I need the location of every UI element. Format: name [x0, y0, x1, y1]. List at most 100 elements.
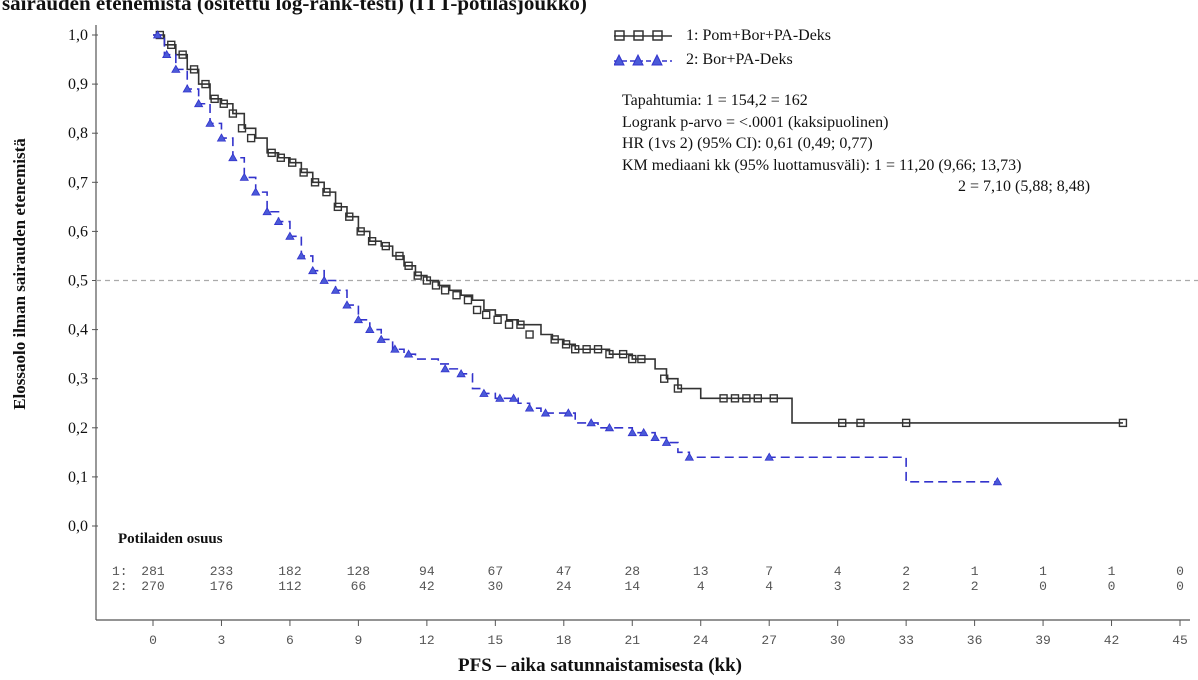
- stats-km-median-2: 2 = 7,10 (5,88; 8,48): [958, 178, 1091, 195]
- stats-km-median-1: KM mediaani kk (95% luottamusväli): 1 = …: [622, 156, 1022, 174]
- y-tick-label: 0,2: [68, 420, 88, 437]
- series-2-marker: [228, 152, 238, 162]
- risk-row-1-value: 67: [488, 564, 504, 579]
- risk-row-1-value: 1: [971, 564, 979, 579]
- series-1-marker: [742, 394, 751, 403]
- series-1-marker: [404, 261, 413, 270]
- risk-row-1-value: 233: [210, 564, 233, 579]
- series-1-marker: [493, 315, 502, 324]
- x-tick-label: 27: [761, 633, 777, 648]
- stats-hr: HR (1vs 2) (95% CI): 0,61 (0,49; 0,77): [622, 135, 873, 152]
- risk-row-1-value: 4: [834, 564, 842, 579]
- series-1-marker: [422, 276, 432, 285]
- y-tick-label: 0,6: [68, 223, 88, 240]
- series-1-marker: [618, 349, 628, 359]
- series-1-line: [153, 34, 1123, 424]
- series-1-marker: [673, 384, 683, 393]
- risk-row-2-value: 0: [1176, 579, 1184, 594]
- series-1-marker: [201, 79, 210, 89]
- series-2-marker: [684, 452, 695, 461]
- series-2-marker: [376, 334, 386, 343]
- x-axis-label: PFS – aika satunnaistamisesta (kk): [458, 655, 742, 676]
- series-1-marker: [356, 227, 365, 236]
- risk-row-2-value: 42: [419, 579, 435, 594]
- series-1-marker: [637, 354, 646, 364]
- series-1-marker: [561, 340, 571, 349]
- series-2-marker: [661, 437, 672, 446]
- series-2-line: [153, 34, 998, 483]
- risk-row-2-value: 24: [556, 579, 572, 594]
- y-tick-label: 0,8: [68, 125, 88, 142]
- series-2-marker: [992, 477, 1003, 486]
- x-tick-label: 36: [967, 633, 983, 648]
- x-tick-label: 15: [488, 633, 504, 648]
- risk-row-1-prefix: 1:: [112, 564, 128, 579]
- risk-row-1-value: 13: [693, 564, 709, 579]
- series-1-marker: [189, 65, 199, 74]
- risk-row-2-value: 0: [1108, 579, 1116, 594]
- series-2-marker: [262, 206, 272, 216]
- risk-row-1-value: 7: [765, 564, 773, 579]
- series-2-marker: [604, 422, 615, 432]
- series-1-marker: [472, 305, 482, 315]
- series-2-marker: [563, 408, 574, 417]
- series-1-marker: [593, 345, 603, 354]
- series-2-marker: [440, 364, 450, 373]
- legend-label-2: 2: Bor+PA-Deks: [686, 51, 793, 68]
- y-tick-label: 0,5: [68, 273, 88, 290]
- series-1-marker: [310, 178, 320, 187]
- series-2-marker: [193, 98, 204, 108]
- series-2-marker: [627, 427, 637, 437]
- series-1-marker: [769, 394, 778, 403]
- legend-swatch-1: [614, 30, 672, 41]
- series-2-marker: [353, 314, 364, 324]
- series-2-marker: [586, 418, 596, 427]
- series-1-marker: [395, 251, 404, 261]
- series-1-marker: [288, 158, 297, 167]
- series-2-marker: [319, 275, 329, 284]
- risk-row-1-value: 47: [556, 564, 572, 579]
- series-2-marker: [365, 324, 375, 334]
- series-2-marker: [330, 285, 341, 294]
- risk-row-2-value: 30: [488, 579, 504, 594]
- series-1-marker: [333, 202, 343, 212]
- x-tick-label: 42: [1104, 633, 1120, 648]
- risk-row-2-value: 2: [902, 579, 910, 594]
- series-1-marker: [167, 40, 176, 50]
- risk-row-2-value: 270: [141, 579, 164, 594]
- x-tick-label: 33: [898, 633, 914, 648]
- series-1-marker: [856, 418, 865, 428]
- risk-table-group: 1: 281 233 182 128 94 67 47 28 13 7 4 2 1 1 1 02: 270 176 1…: [112, 564, 1184, 594]
- series-1-marker: [660, 374, 669, 383]
- x-tick-label: 3: [218, 633, 226, 648]
- series-1-marker: [582, 345, 591, 354]
- series-1-marker: [452, 291, 461, 300]
- risk-row-2-value: 4: [697, 579, 705, 594]
- legend-label-1: 1: Pom+Bor+PA-Deks: [686, 27, 832, 44]
- x-tick-label: 18: [556, 633, 572, 648]
- risk-row-1-value: 0: [1176, 564, 1184, 579]
- risk-row-1-value: 2: [902, 564, 910, 579]
- series-1-marker: [367, 237, 377, 246]
- risk-row-2-value: 3: [834, 579, 842, 594]
- series-2-marker: [182, 84, 192, 93]
- series-1-marker: [730, 394, 740, 403]
- series-2-marker: [638, 427, 649, 437]
- risk-row-2-value: 4: [765, 579, 773, 594]
- y-tick-label: 0,4: [68, 322, 88, 339]
- series-1-marker: [237, 124, 247, 133]
- x-tick-label: 30: [830, 633, 846, 648]
- chart-title: sairauden etenemistä (ositettu log-rank-…: [2, 0, 587, 15]
- series-1-marker: [178, 50, 187, 59]
- risk-row-1-value: 182: [278, 564, 301, 579]
- series-2-marker: [216, 133, 227, 142]
- y-tick-label: 0,0: [68, 518, 88, 535]
- series-1-marker: [838, 418, 847, 428]
- series-1-marker: [345, 212, 354, 221]
- series-1-marker: [1118, 418, 1128, 428]
- risk-row-2-value: 66: [351, 579, 367, 594]
- x-tick-label: 21: [624, 633, 640, 648]
- series-2-marker: [403, 349, 414, 358]
- risk-row-1-value: 1: [1108, 564, 1116, 579]
